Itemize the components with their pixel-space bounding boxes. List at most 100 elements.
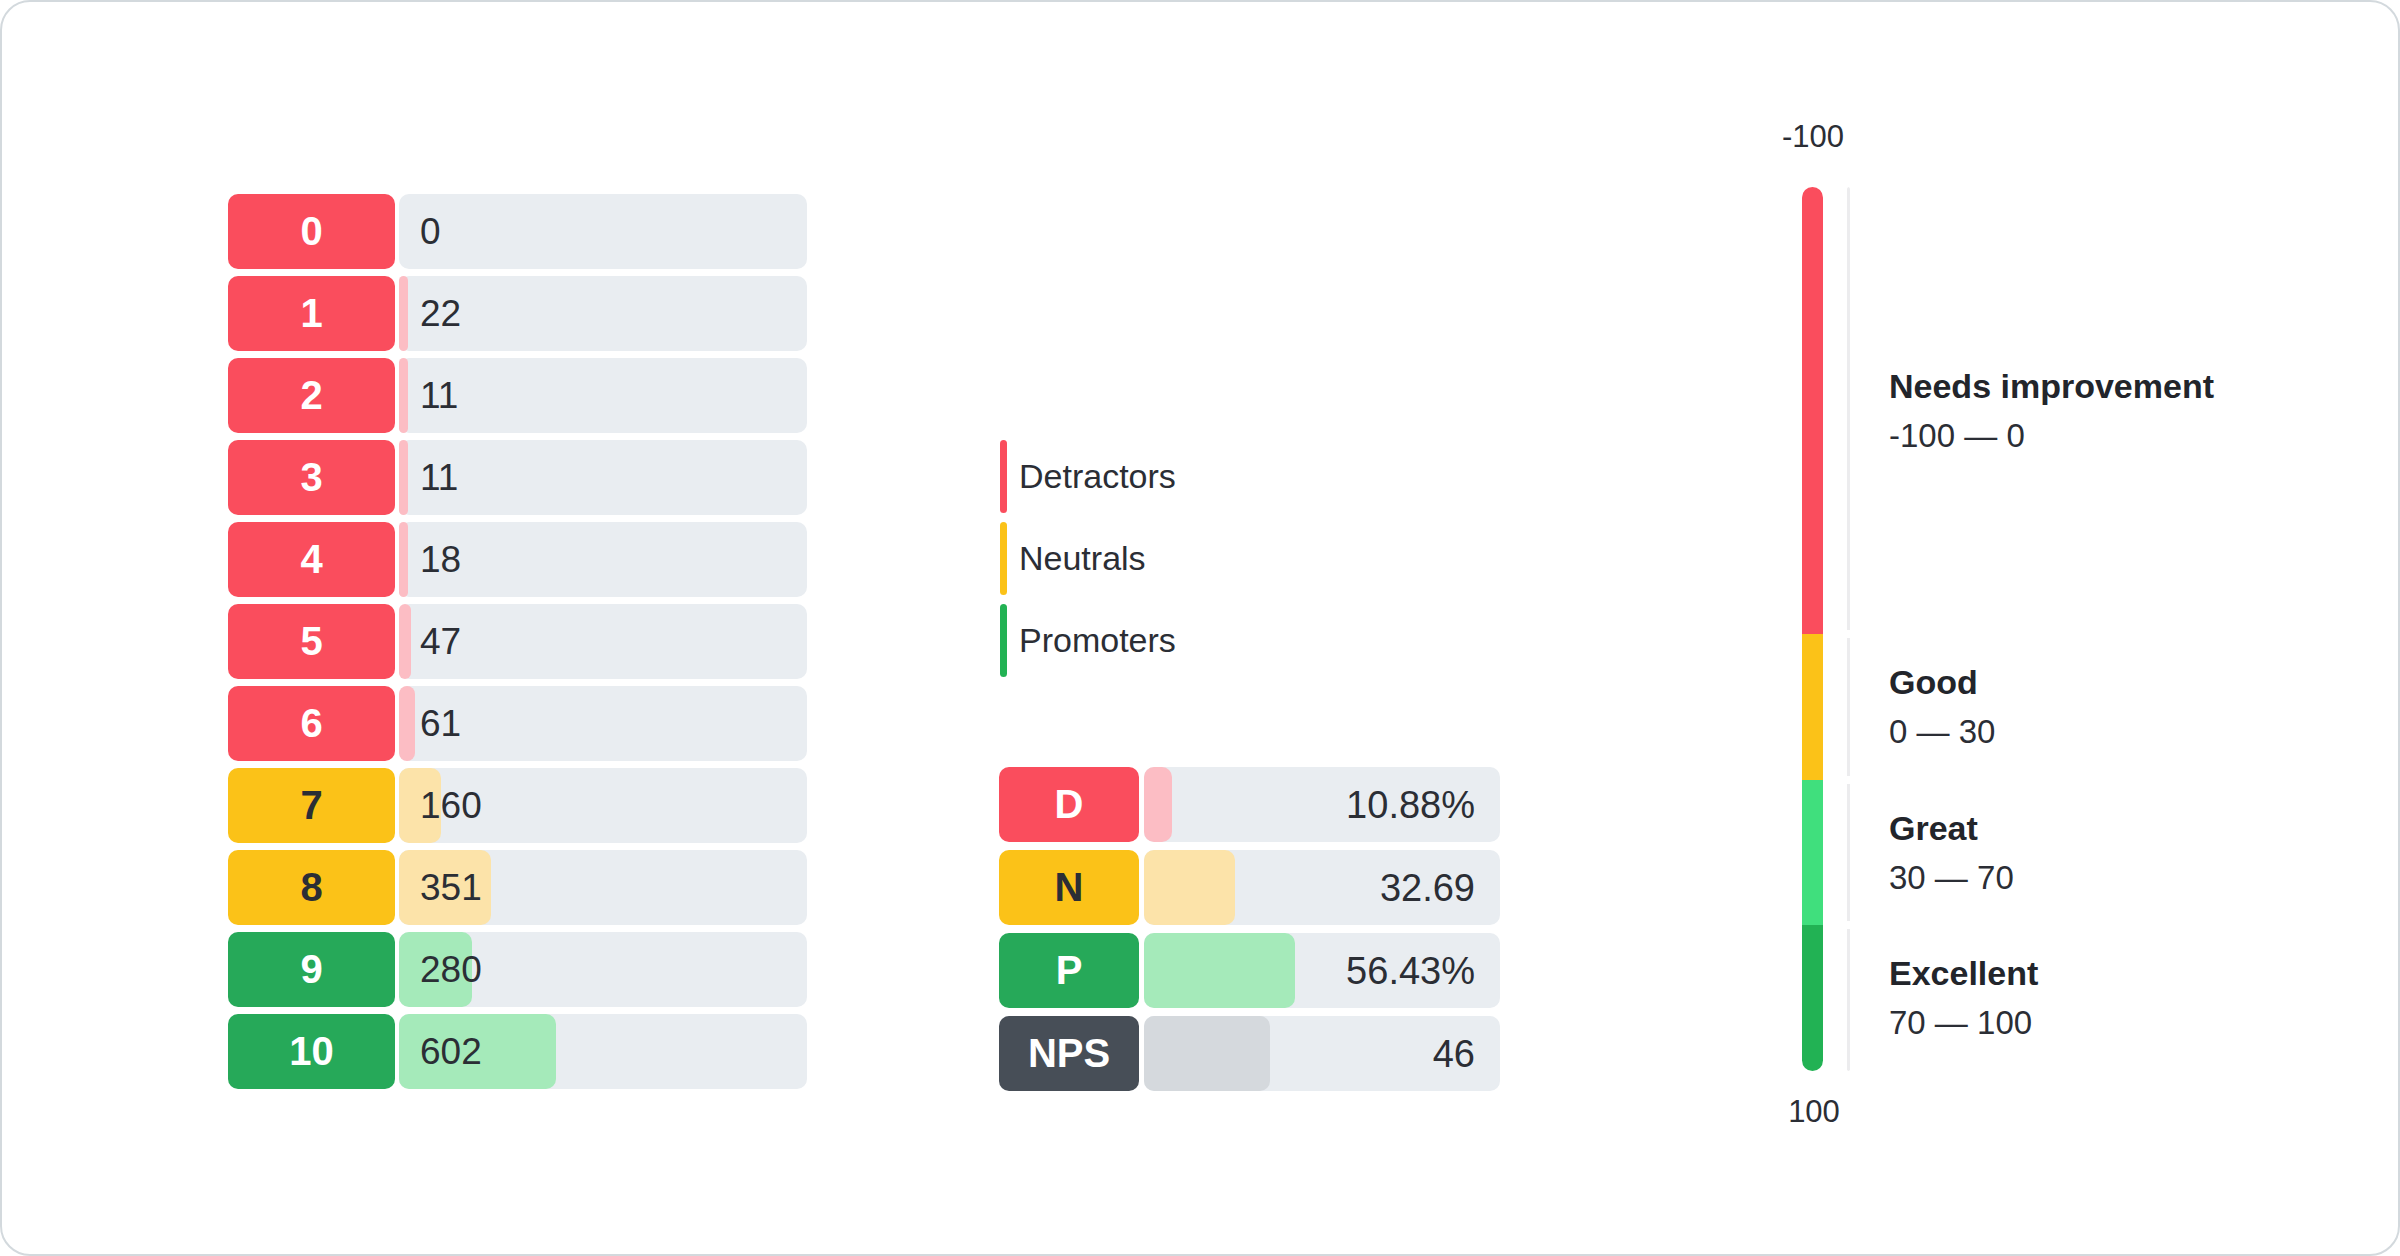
summary-badge-d: D [999,767,1139,842]
score-row-2: 2 11 [228,358,807,433]
gauge-zone-range: 30 — 70 [1889,859,2014,897]
score-row-7: 7 160 [228,768,807,843]
score-badge-1: 1 [228,276,395,351]
gauge-zone-title: Great [1889,809,2014,848]
gauge-scale-min-label: -100 [1782,119,1844,155]
legend-tick-icon [1000,604,1007,677]
score-row-6: 6 61 [228,686,807,761]
nps-summary-chart: D10.88%N32.69P56.43%NPS46 [999,767,1500,1091]
legend-label: Neutrals [1019,539,1146,578]
score-track-3: 11 [399,440,807,515]
gauge-zone-good: Good 0 — 30 [1889,663,1995,751]
score-distribution-chart: 0012221131141854766171608351928010602 [228,194,807,1089]
score-track-5: 47 [399,604,807,679]
summary-badge-p: P [999,933,1139,1008]
score-track-10: 602 [399,1014,807,1089]
score-count-4: 18 [420,539,461,581]
score-track-4: 18 [399,522,807,597]
score-badge-5: 5 [228,604,395,679]
summary-row-p: P 56.43% [999,933,1500,1008]
gauge-zone-range: 0 — 30 [1889,713,1995,751]
score-row-3: 3 11 [228,440,807,515]
gauge-zone-range: -100 — 0 [1889,417,2214,455]
score-track-9: 280 [399,932,807,1007]
gauge-axis-segment-great [1847,780,1850,925]
gauge-zone-title: Excellent [1889,954,2038,993]
score-track-8: 351 [399,850,807,925]
summary-badge-nps: NPS [999,1016,1139,1091]
summary-row-nps: NPS 46 [999,1016,1500,1091]
summary-bar-fill-p [1144,933,1295,1008]
score-count-3: 11 [420,457,458,499]
legend-item-neutrals: Neutrals [1000,522,1176,595]
score-count-0: 0 [420,211,441,253]
summary-row-d: D10.88% [999,767,1500,842]
summary-track-p: 56.43% [1144,933,1500,1008]
gauge-zone-needs-improvement: Needs improvement -100 — 0 [1889,367,2214,455]
score-badge-7: 7 [228,768,395,843]
score-badge-9: 9 [228,932,395,1007]
summary-value-n: 32.69 [1380,866,1475,909]
summary-badge-n: N [999,850,1139,925]
gauge-axis-line [1847,187,1850,1071]
score-bar-fill-3 [399,440,408,515]
score-badge-3: 3 [228,440,395,515]
gauge-zone-excellent: Excellent 70 — 100 [1889,954,2038,1042]
score-badge-10: 10 [228,1014,395,1089]
score-track-7: 160 [399,768,807,843]
legend-label: Detractors [1019,457,1176,496]
score-count-1: 22 [420,293,461,335]
nps-gauge-bar [1802,187,1823,1071]
summary-value-p: 56.43% [1346,949,1475,992]
score-count-7: 160 [420,785,482,827]
score-track-2: 11 [399,358,807,433]
summary-row-n: N 32.69 [999,850,1500,925]
summary-bar-fill-nps [1144,1016,1270,1091]
score-bar-fill-1 [399,276,408,351]
gauge-axis-segment-needs-improvement [1847,187,1850,634]
gauge-zone-labels: Needs improvement -100 — 0 Good 0 — 30 Great… [1889,187,2349,1071]
legend-tick-icon [1000,522,1007,595]
gauge-zone-great: Great 30 — 70 [1889,809,2014,897]
score-count-9: 280 [420,949,482,991]
summary-bar-fill-d [1144,767,1172,842]
score-count-10: 602 [420,1031,482,1073]
gauge-zone-range: 70 — 100 [1889,1004,2038,1042]
gauge-segment-excellent [1802,925,1823,1071]
score-badge-4: 4 [228,522,395,597]
score-row-8: 8 351 [228,850,807,925]
score-track-0: 0 [399,194,807,269]
score-row-4: 4 18 [228,522,807,597]
score-row-5: 5 47 [228,604,807,679]
gauge-segment-great [1802,780,1823,925]
summary-bar-fill-n [1144,850,1235,925]
score-count-6: 61 [420,703,461,745]
gauge-segment-good [1802,634,1823,780]
score-badge-2: 2 [228,358,395,433]
score-row-9: 9 280 [228,932,807,1007]
score-badge-6: 6 [228,686,395,761]
gauge-zone-title: Good [1889,663,1995,702]
summary-track-nps: 46 [1144,1016,1500,1091]
score-bar-fill-5 [399,604,411,679]
summary-track-d: 10.88% [1144,767,1500,842]
score-track-6: 61 [399,686,807,761]
summary-track-n: 32.69 [1144,850,1500,925]
gauge-scale-max-label: 100 [1788,1094,1840,1130]
score-bar-fill-4 [399,522,408,597]
score-count-5: 47 [420,621,461,663]
legend-item-detractors: Detractors [1000,440,1176,513]
score-count-8: 351 [420,867,482,909]
gauge-zone-title: Needs improvement [1889,367,2214,406]
score-badge-8: 8 [228,850,395,925]
gauge-axis-segment-excellent [1847,925,1850,1071]
legend: Detractors Neutrals Promoters [1000,440,1176,677]
score-badge-0: 0 [228,194,395,269]
score-count-2: 11 [420,375,458,417]
legend-item-promoters: Promoters [1000,604,1176,677]
nps-report-card: 0012221131141854766171608351928010602 De… [0,0,2400,1256]
summary-value-nps: 46 [1433,1032,1475,1075]
score-bar-fill-6 [399,686,415,761]
score-row-1: 1 22 [228,276,807,351]
legend-label: Promoters [1019,621,1176,660]
